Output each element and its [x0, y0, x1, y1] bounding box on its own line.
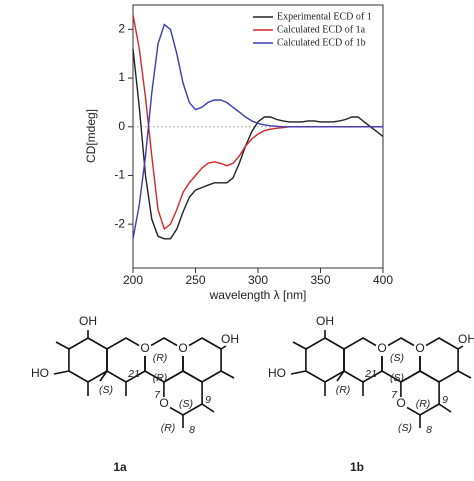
stereo-label: (R) — [153, 372, 168, 384]
atom-bg — [460, 333, 474, 347]
bond — [55, 341, 70, 350]
x-tick-label: 200 — [123, 273, 143, 287]
bond — [438, 403, 452, 413]
atom-bg — [394, 397, 408, 411]
stereo-label: (S) — [99, 384, 113, 396]
stereo-label: (R) — [336, 384, 351, 396]
x-tick-label: 250 — [185, 273, 205, 287]
legend-label: Calculated ECD of 1a — [277, 24, 366, 35]
atom-label: OH — [458, 332, 474, 346]
atom-bg — [157, 397, 171, 411]
atom-bg — [413, 342, 427, 356]
stereo-label: 8 — [426, 424, 432, 436]
atom-bg — [81, 315, 95, 329]
atom-label: OH — [79, 314, 97, 328]
stereo-label: 9 — [442, 394, 448, 406]
stereo-label: (S) — [398, 422, 412, 434]
legend-label: Experimental ECD of 1 — [277, 11, 372, 22]
x-tick-label: 300 — [248, 273, 268, 287]
atom-label: O — [396, 396, 405, 410]
y-tick-label: -2 — [114, 216, 125, 230]
bond — [53, 370, 70, 375]
y-tick-label: 1 — [118, 70, 125, 84]
stereo-label: (S) — [179, 398, 193, 410]
stereo-label: 21 — [364, 368, 377, 380]
stereo-label: 7 — [154, 389, 161, 401]
compound-name: 1b — [350, 460, 364, 474]
y-axis-title: CD[mdeg] — [84, 109, 98, 163]
y-tick-label: 2 — [118, 22, 125, 36]
atom-bg — [318, 315, 332, 329]
bond-ring — [305, 337, 345, 383]
atom-label: HO — [268, 366, 286, 380]
stereo-label: 21 — [127, 368, 140, 380]
bond-ring — [419, 337, 459, 383]
atom-bg — [223, 333, 237, 347]
bond — [292, 341, 307, 350]
bond — [457, 370, 472, 379]
atom-label: O — [415, 341, 424, 355]
stereo-label: 8 — [189, 424, 195, 436]
bond — [220, 370, 235, 379]
atom-bg — [33, 367, 47, 381]
stereo-label: (R) — [416, 398, 431, 410]
atom-bg — [375, 342, 389, 356]
stereo-label: (S) — [390, 372, 404, 384]
atom-bg — [138, 342, 152, 356]
bond-ring — [182, 337, 222, 383]
bond — [220, 345, 227, 350]
bond — [336, 370, 345, 382]
bond — [290, 370, 307, 375]
bond — [457, 345, 464, 350]
atom-label: HO — [31, 366, 49, 380]
legend-label: Calculated ECD of 1b — [277, 37, 366, 48]
y-tick-label: -1 — [114, 168, 125, 182]
atom-label: OH — [221, 332, 239, 346]
data-line — [132, 48, 384, 240]
y-tick-label: 0 — [118, 119, 125, 133]
x-tick-label: 350 — [310, 273, 330, 287]
bond — [201, 403, 215, 413]
stereo-label: 9 — [205, 394, 211, 406]
atom-bg — [270, 367, 284, 381]
atom-label: OH — [316, 314, 334, 328]
atom-label: O — [159, 396, 168, 410]
x-axis-title: wavelength λ [nm] — [209, 288, 307, 302]
stereo-label: (S) — [390, 352, 404, 364]
stereo-label: (R) — [153, 352, 168, 364]
atom-label: O — [178, 341, 187, 355]
stereo-label: (R) — [161, 422, 176, 434]
data-line — [132, 23, 383, 239]
x-tick-label: 400 — [373, 273, 393, 287]
bond-ring — [68, 337, 108, 383]
compound-name: 1a — [113, 460, 127, 474]
atom-label: O — [140, 341, 149, 355]
stereo-label: 7 — [391, 389, 398, 401]
bond — [99, 370, 108, 382]
atom-label: O — [377, 341, 386, 355]
atom-bg — [176, 342, 190, 356]
